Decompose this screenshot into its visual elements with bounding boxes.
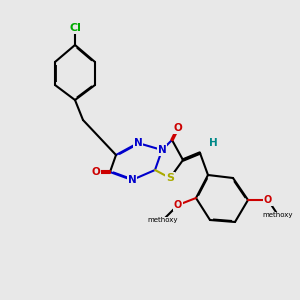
- Text: N: N: [158, 145, 166, 155]
- Text: O: O: [92, 167, 100, 177]
- Text: N: N: [128, 175, 136, 185]
- Text: S: S: [166, 173, 174, 183]
- Text: O: O: [174, 200, 182, 210]
- Text: N: N: [134, 138, 142, 148]
- Text: Cl: Cl: [69, 23, 81, 33]
- Text: O: O: [174, 123, 182, 133]
- Text: H: H: [208, 138, 217, 148]
- Text: methoxy: methoxy: [263, 212, 293, 218]
- Text: methoxy: methoxy: [148, 217, 178, 223]
- Text: O: O: [264, 195, 272, 205]
